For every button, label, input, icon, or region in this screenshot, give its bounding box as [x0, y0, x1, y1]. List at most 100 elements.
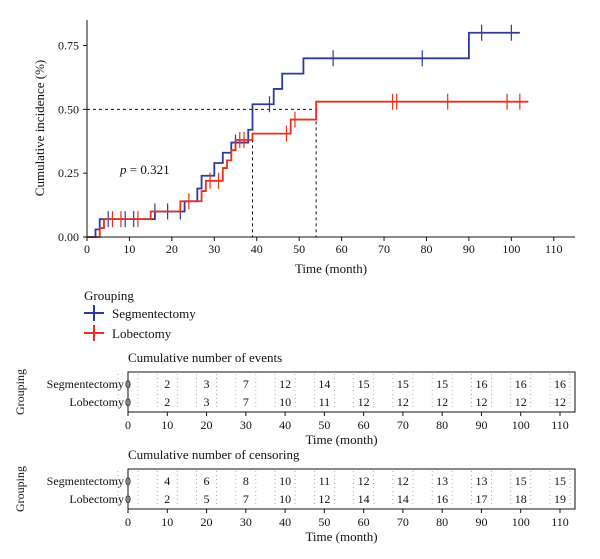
table-cell: 12 — [318, 492, 330, 506]
x-tick-label: 0 — [84, 242, 90, 256]
table-cell: 3 — [204, 395, 210, 409]
table-cell: 16 — [554, 377, 566, 391]
table-cell: 15 — [397, 377, 409, 391]
y-tick-label: 0.00 — [58, 230, 79, 244]
p-value-symbol: p — [119, 162, 127, 177]
x-axis-title: Time (month) — [295, 261, 367, 276]
table-x-tick-label: 110 — [551, 515, 569, 529]
table-frame — [127, 468, 576, 510]
legend-label-lobectomy: Lobectomy — [112, 326, 172, 341]
table-row-label: Lobectomy — [69, 492, 124, 506]
table-x-tick-label: 100 — [512, 418, 530, 432]
table-x-axis-title: Time (month) — [305, 529, 377, 544]
table-x-tick-label: 50 — [318, 418, 330, 432]
y-axis-title: Cumulative incidence (%) — [32, 60, 47, 196]
p-value-text: = 0.321 — [127, 162, 170, 177]
table-cell: 2 — [164, 492, 170, 506]
table-cell: 5 — [204, 492, 210, 506]
y-tick-label: 0.50 — [58, 102, 79, 116]
table-x-tick-label: 80 — [436, 515, 448, 529]
table-x-tick-label: 20 — [201, 418, 213, 432]
table-cell: 18 — [515, 492, 527, 506]
legend-label-segmentectomy: Segmentectomy — [112, 306, 196, 321]
table-x-tick-label: 30 — [240, 515, 252, 529]
table-cell: 14 — [358, 492, 370, 506]
table-cell: 6 — [204, 474, 210, 488]
table-cell: 15 — [436, 377, 448, 391]
table-cell: 12 — [515, 395, 527, 409]
table-x-tick-label: 90 — [475, 418, 487, 432]
table-cell: 19 — [554, 492, 566, 506]
x-tick-label: 90 — [463, 242, 475, 256]
series-line-segmentectomy — [87, 31, 520, 238]
table-cell: 12 — [397, 474, 409, 488]
table-cell: 0 — [125, 377, 131, 391]
series-line-lobectomy — [87, 100, 529, 238]
x-tick-label: 20 — [166, 242, 178, 256]
table-cell: 15 — [554, 474, 566, 488]
x-tick-label: 80 — [420, 242, 432, 256]
table-cell: 16 — [475, 377, 487, 391]
table-cell: 12 — [279, 377, 291, 391]
table-x-tick-label: 20 — [201, 515, 213, 529]
table-cell: 12 — [475, 395, 487, 409]
table-cell: 17 — [475, 492, 487, 506]
table-x-tick-label: 60 — [358, 515, 370, 529]
table-title: Cumulative number of events — [128, 350, 282, 365]
censoring-risk-table: Cumulative number of censoring Segmentect… — [13, 447, 576, 544]
legend: Grouping Segmentectomy Lobectomy — [84, 288, 196, 341]
table-cell: 2 — [164, 395, 170, 409]
plot-axes: 0 10 20 30 40 50 60 70 80 90 100 110 0.00 0.25 0.50 0.7… — [58, 20, 575, 256]
table-cell: 13 — [475, 474, 487, 488]
table-cell: 0 — [125, 492, 131, 506]
table-cell: 14 — [397, 492, 409, 506]
table-x-axis-title: Time (month) — [305, 432, 377, 447]
table-cell: 7 — [243, 492, 249, 506]
table-cell: 4 — [164, 474, 170, 488]
table-x-tick-label: 80 — [436, 418, 448, 432]
legend-item-lobectomy: Lobectomy — [84, 325, 172, 341]
table-cell: 10 — [279, 395, 291, 409]
table-cell: 15 — [515, 474, 527, 488]
table-cell: 14 — [318, 377, 330, 391]
table-x-tick-label: 0 — [125, 515, 131, 529]
table-x-tick-label: 60 — [358, 418, 370, 432]
table-cell: 7 — [243, 377, 249, 391]
table-row-label: Segmentectomy — [47, 377, 124, 391]
table-cell: 12 — [358, 474, 370, 488]
cumulative-incidence-plot: 0 10 20 30 40 50 60 70 80 90 100 110 0.00 0.25 0.50 0.7… — [32, 20, 575, 276]
table-x-tick-label: 110 — [551, 418, 569, 432]
table-cell: 0 — [125, 395, 131, 409]
table-row-label: Segmentectomy — [47, 474, 124, 488]
table-cell: 7 — [243, 395, 249, 409]
x-tick-label: 110 — [545, 242, 563, 256]
table-cell: 12 — [436, 395, 448, 409]
table-cell: 16 — [436, 492, 448, 506]
x-tick-label: 100 — [502, 242, 520, 256]
x-tick-label: 70 — [378, 242, 390, 256]
table-x-tick-label: 40 — [279, 515, 291, 529]
table-cell: 0 — [125, 474, 131, 488]
table-group-axis-title: Grouping — [13, 369, 27, 415]
table-x-tick-label: 40 — [279, 418, 291, 432]
table-cell: 10 — [279, 492, 291, 506]
x-tick-label: 50 — [293, 242, 305, 256]
events-risk-table: Cumulative number of events Segmentectomy… — [13, 350, 576, 447]
legend-item-segmentectomy: Segmentectomy — [84, 305, 196, 321]
table-cell: 11 — [319, 395, 331, 409]
table-x-tick-label: 70 — [397, 418, 409, 432]
table-cell: 8 — [243, 474, 249, 488]
plot-lines — [87, 24, 529, 238]
x-tick-label: 30 — [208, 242, 220, 256]
p-value-annotation: p = 0.321 — [119, 162, 170, 177]
x-tick-label: 60 — [336, 242, 348, 256]
table-x-tick-label: 100 — [512, 515, 530, 529]
table-cell: 13 — [436, 474, 448, 488]
table-cell: 11 — [319, 474, 331, 488]
table-title: Cumulative number of censoring — [128, 447, 300, 462]
table-x-tick-label: 10 — [161, 515, 173, 529]
table-x-tick-label: 10 — [161, 418, 173, 432]
table-frame — [127, 371, 576, 413]
table-cell: 15 — [358, 377, 370, 391]
